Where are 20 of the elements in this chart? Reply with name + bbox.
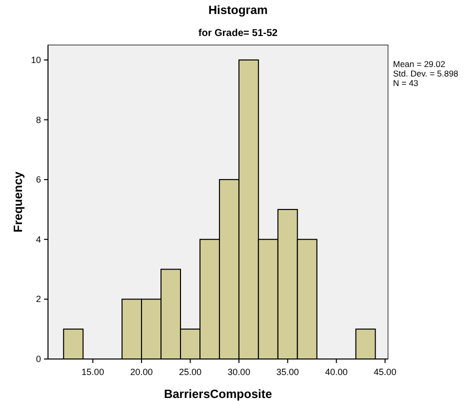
text: Std. Dev. = 5.898: [393, 68, 459, 78]
y-tick-label: 0: [36, 354, 41, 364]
chart-title: Histogram: [208, 3, 268, 17]
chart-subtitle: for Grade= 51-52: [198, 28, 278, 39]
y-tick-label: 6: [36, 174, 41, 185]
x-axis-title: BarriersComposite: [164, 387, 272, 401]
x-tick-label: 20.00: [130, 367, 153, 377]
x-tick-label: 30.00: [228, 367, 250, 377]
x-tick-label: 35.00: [276, 367, 299, 377]
text: Mean = 29.02: [393, 59, 446, 69]
y-tick-label: 4: [36, 234, 41, 244]
x-tick-label: 25.00: [178, 367, 202, 377]
x-tick-label: 45.00: [374, 367, 396, 377]
y-tick-label: 10: [30, 54, 41, 65]
y-axis-title: Frequency: [11, 171, 25, 232]
text: N = 43: [393, 78, 419, 88]
y-tick-label: 2: [36, 294, 41, 304]
y-tick-label: 8: [36, 114, 41, 125]
x-tick-label: 40.00: [325, 367, 348, 377]
x-tick-label: 15.00: [82, 367, 104, 377]
